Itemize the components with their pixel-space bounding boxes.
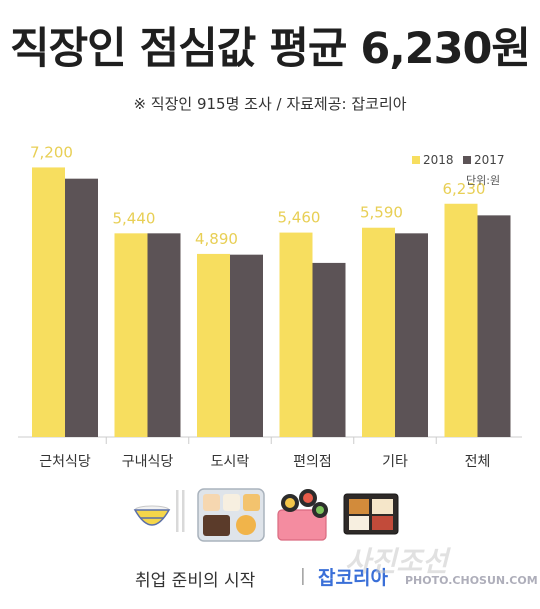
data-label-1: 5,440 (113, 209, 156, 227)
bar-2018-2 (197, 253, 230, 437)
data-label-0: 7,200 (30, 143, 73, 161)
data-label-5: 6,230 (443, 180, 486, 198)
category-label-5: 전체 (465, 454, 491, 470)
data-label-2: 4,890 (195, 230, 238, 248)
brand-logo: 잡코리아 (318, 567, 388, 589)
data-label-3: 5,460 (278, 209, 321, 227)
bar-2017-0 (65, 178, 98, 438)
kimbap-box-icon (277, 489, 328, 541)
footer-slogan: 취업 준비의 시작 (135, 571, 256, 591)
lunch-tray-icon (197, 488, 265, 542)
category-label-2: 도시락 (211, 454, 250, 470)
legend-swatch-2017 (463, 156, 471, 164)
watermark-url: PHOTO.CHOSUN.COM (405, 574, 538, 587)
bar-2018-3 (279, 232, 313, 437)
bar-2018-0 (32, 167, 65, 437)
bar-2017-5 (477, 215, 511, 437)
watermark: 사진조선 (345, 545, 449, 578)
bar-2017-2 (230, 254, 263, 437)
bar-2018-5 (444, 203, 478, 437)
unit-label: 단위:원 (466, 174, 500, 187)
bento-box-icon (343, 493, 399, 535)
category-label-4: 기타 (382, 454, 408, 470)
footer-separator: | (300, 566, 306, 586)
bar-2017-3 (312, 262, 346, 437)
rice-bowl-icon (133, 490, 185, 532)
legend-label-2017: 2017 (474, 153, 505, 167)
data-label-4: 5,590 (360, 204, 403, 222)
bar-2017-4 (395, 233, 428, 437)
bar-2018-4 (362, 227, 395, 437)
legend-label-2018: 2018 (423, 153, 454, 167)
bar-2018-1 (114, 233, 148, 437)
page-title: 직장인 점심값 평균 6,230원 (10, 24, 531, 74)
bar-2017-1 (147, 233, 181, 437)
category-label-0: 근처식당 (39, 454, 91, 470)
legend-swatch-2018 (412, 156, 420, 164)
category-label-1: 구내식당 (122, 454, 174, 470)
source-note: ※ 직장인 915명 조사 / 자료제공: 잡코리아 (133, 95, 407, 113)
category-label-3: 편의점 (293, 454, 332, 470)
lunch-illustrations (133, 488, 399, 542)
